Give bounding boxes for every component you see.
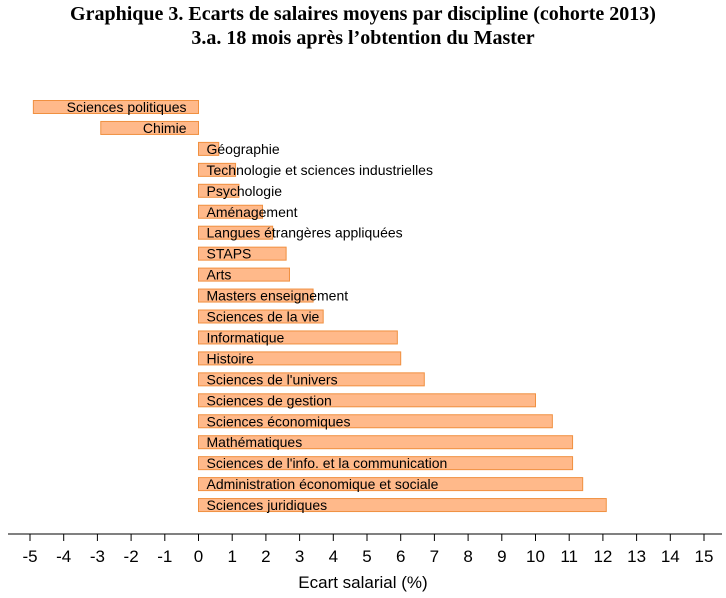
x-tick-label: 11 — [560, 547, 578, 566]
x-tick-label: 9 — [497, 547, 506, 566]
x-ticks-group: -5 -4 -3 -2 -1 0 1 2 3 4 5 6 7 8 9 10 11 12 13 14 15 — [22, 534, 713, 566]
bar — [32, 100, 200, 114]
bar — [198, 267, 290, 282]
bar — [198, 351, 402, 366]
chart-subtitle: 3.a. 18 mois après l’obtention du Master — [191, 27, 535, 49]
category-label: Masters enseignement — [207, 288, 349, 304]
bar — [198, 204, 264, 219]
category-label: STAPS — [207, 246, 252, 262]
bar — [198, 330, 398, 345]
category-label: Sciences juridiques — [207, 497, 328, 513]
x-tick-label: -3 — [90, 547, 105, 566]
x-tick-label: 14 — [661, 547, 680, 566]
x-tick-label: 1 — [227, 547, 236, 566]
bar — [198, 414, 553, 429]
bar — [198, 456, 574, 471]
bar — [198, 372, 425, 387]
bar — [198, 225, 274, 240]
category-label: Technologie et sciences industrielles — [207, 162, 433, 178]
bar — [198, 393, 536, 408]
category-label: Sciences de la vie — [207, 309, 320, 325]
bar — [198, 288, 314, 303]
x-tick-label: -5 — [22, 547, 37, 566]
category-label: Sciences de l'univers — [207, 371, 338, 387]
bar — [198, 141, 220, 156]
x-tick-label: 10 — [526, 547, 545, 566]
category-labels-group: Sciences politiques Chimie Géographie Techn… — [67, 99, 448, 513]
x-tick-label: 3 — [295, 547, 304, 566]
x-tick-label: -1 — [157, 547, 172, 566]
category-label: Histoire — [207, 350, 255, 366]
x-tick-label: 4 — [329, 547, 338, 566]
x-tick-label: 5 — [362, 547, 371, 566]
x-tick-label: 6 — [396, 547, 405, 566]
x-axis-title: Ecart salarial (%) — [298, 573, 427, 592]
x-tick-label: 8 — [463, 547, 472, 566]
category-label: Langues étrangères appliquées — [207, 225, 403, 241]
bar — [198, 498, 607, 513]
bar — [100, 120, 199, 135]
category-label: Arts — [207, 267, 232, 283]
category-label: Psychologie — [207, 183, 283, 199]
x-tick-label: 7 — [430, 547, 439, 566]
category-label: Sciences politiques — [67, 99, 187, 115]
x-tick-label: 13 — [627, 547, 646, 566]
x-tick-label: 15 — [695, 547, 714, 566]
bar — [198, 246, 287, 261]
x-tick-label: 12 — [593, 547, 612, 566]
x-tick-label: -2 — [124, 547, 139, 566]
category-label: Sciences de l'info. et la communication — [207, 455, 448, 471]
category-label: Sciences de gestion — [207, 392, 332, 408]
category-label: Géographie — [207, 141, 280, 157]
bar — [198, 477, 584, 492]
category-label: Aménagement — [207, 204, 298, 220]
x-tick-label: 2 — [261, 547, 270, 566]
bar — [198, 309, 324, 324]
category-label: Sciences économiques — [207, 413, 351, 429]
bar — [198, 162, 237, 177]
category-label: Chimie — [143, 120, 187, 136]
category-label: Administration économique et sociale — [207, 476, 439, 492]
bars-group — [32, 100, 607, 513]
category-label: Informatique — [207, 329, 285, 345]
chart-title: Graphique 3. Ecarts de salaires moyens p… — [70, 3, 656, 25]
bar — [198, 183, 240, 198]
bar — [198, 435, 574, 450]
x-tick-label: 0 — [194, 547, 203, 566]
x-tick-label: -4 — [56, 547, 71, 566]
category-label: Mathématiques — [207, 434, 303, 450]
